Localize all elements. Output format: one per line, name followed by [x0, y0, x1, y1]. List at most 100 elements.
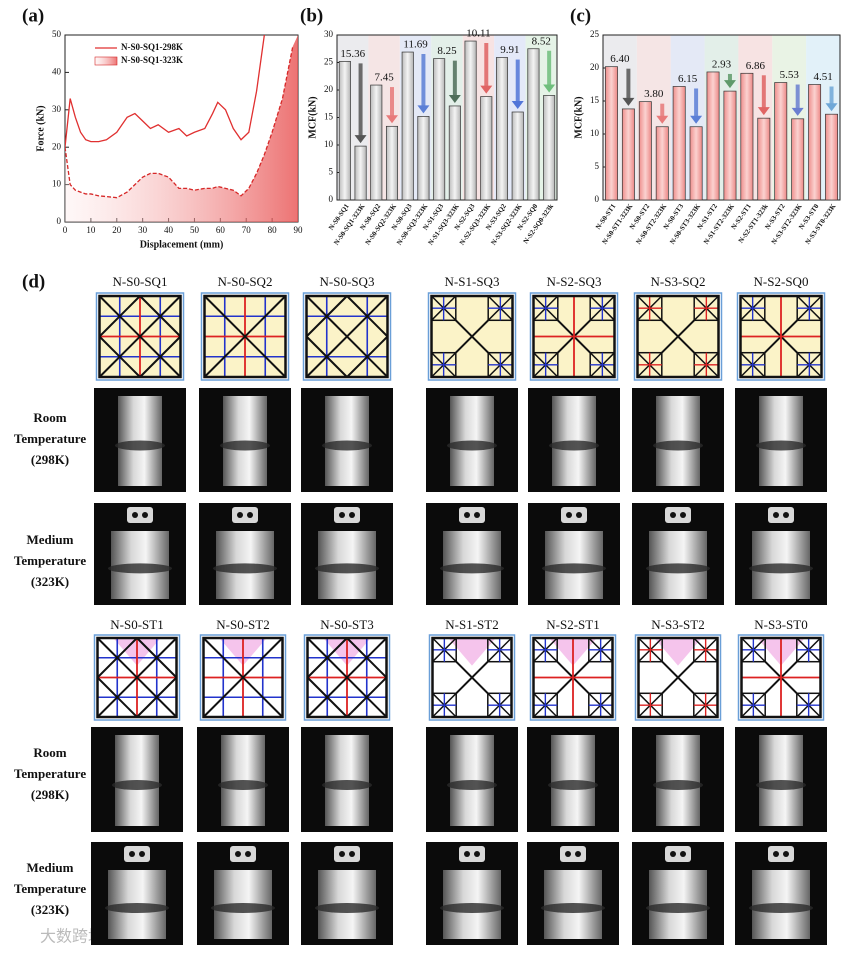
photo-hole: [566, 512, 572, 518]
drop-arrowhead: [417, 105, 430, 114]
photo-fold: [549, 440, 599, 451]
photo-clamp: [459, 846, 485, 862]
specimen-name: N-S3-ST2: [651, 617, 704, 632]
diagram-rib: [661, 660, 695, 695]
diagram-border: [305, 294, 389, 379]
diagram-highlight: [448, 638, 496, 666]
diagram-rib: [306, 637, 348, 679]
drop-arrowhead: [386, 115, 398, 124]
photo-fold: [218, 780, 268, 791]
bar: [757, 117, 771, 201]
y-tick-label: 30: [324, 29, 334, 39]
area-fill: [65, 35, 298, 222]
drop-arrowhead: [622, 97, 635, 106]
photo-hole: [139, 851, 145, 857]
photo-fold: [749, 563, 813, 574]
x-tick-label: 0: [63, 225, 68, 235]
bar: [791, 118, 805, 201]
photo-fold: [646, 563, 710, 574]
bar: [723, 90, 737, 201]
specimen-name: N-S2-SQ3: [547, 274, 602, 289]
photo-fold: [315, 902, 379, 913]
bar: [338, 61, 351, 201]
specimen-name: N-S0-ST1: [110, 617, 163, 632]
bar: [464, 40, 477, 201]
y-tick-label: 5: [595, 161, 600, 171]
diagram-border: [306, 636, 388, 719]
photo-clamp: [560, 846, 586, 862]
plot-frame: [602, 34, 841, 201]
drop-label: 8.25: [437, 45, 457, 57]
photo-clamp: [768, 507, 794, 523]
row-label: (323K): [31, 902, 69, 917]
row-label: Medium: [27, 532, 74, 547]
specimen-name: N-S3-SQ2: [651, 274, 706, 289]
drop-arrowhead: [791, 107, 804, 116]
y-tick-label: 20: [52, 141, 62, 151]
drop-label: 10.11: [466, 28, 490, 40]
bar: [495, 57, 509, 201]
x-tick-label: 20: [112, 225, 122, 235]
specimen-name: N-S0-ST3: [320, 617, 373, 632]
photo-hole: [129, 851, 135, 857]
drop-arrowhead: [757, 107, 770, 116]
photo-hole: [565, 851, 571, 857]
watermark: 大数跨境: [40, 927, 104, 946]
row-label: Temperature: [14, 881, 86, 896]
row-label: (323K): [31, 574, 69, 589]
drop-label: 11.69: [403, 39, 428, 51]
photo-fold: [756, 440, 806, 451]
photo-hole: [245, 851, 251, 857]
bar: [417, 116, 430, 201]
x-tick-label: 90: [294, 225, 304, 235]
bar: [370, 84, 383, 201]
photo-fold: [653, 780, 703, 791]
row-label: Medium: [27, 860, 74, 875]
photo-clamp: [230, 846, 256, 862]
specimen-name: N-S3-ST0: [754, 617, 807, 632]
photo-hole: [773, 512, 779, 518]
drop-label: 6.15: [678, 73, 698, 85]
photo-fold: [542, 563, 606, 574]
diagram-rib: [306, 676, 348, 718]
drop-label: 8.52: [532, 35, 551, 47]
y-tick-label: 10: [324, 139, 334, 149]
bar: [825, 113, 838, 201]
diagram-rib: [346, 335, 389, 378]
photo-clamp: [334, 846, 360, 862]
diagram-rib: [136, 676, 178, 718]
line-series: [65, 46, 294, 199]
photo-hole: [464, 851, 470, 857]
specimen-name: N-S0-SQ1: [113, 274, 168, 289]
diagram-rib: [661, 319, 695, 354]
bar: [655, 126, 669, 201]
diagram-border: [637, 636, 719, 719]
drop-arrowhead: [480, 85, 493, 94]
photo-hole: [576, 512, 582, 518]
photo-hole: [132, 512, 138, 518]
photo-fold: [447, 780, 497, 791]
y-tick-label: 15: [324, 112, 334, 122]
drop-label: 15.36: [340, 48, 365, 60]
photo-hole: [670, 851, 676, 857]
photo-hole: [783, 851, 789, 857]
y-tick-label: 20: [590, 62, 600, 72]
specimen-name: N-S0-ST2: [216, 617, 269, 632]
photo-fold: [115, 440, 165, 451]
y-tick-label: 40: [52, 66, 62, 76]
photo-hole: [680, 851, 686, 857]
photo-fold: [653, 440, 703, 451]
bar: [480, 96, 493, 201]
bar: [808, 84, 822, 201]
photo-clamp: [124, 846, 150, 862]
drop-label: 4.51: [813, 71, 832, 83]
diagram-border: [532, 636, 614, 719]
diagram-rib: [305, 335, 348, 378]
diagram-border: [636, 294, 720, 379]
photo-hole: [247, 512, 253, 518]
y-tick-label: 50: [52, 29, 62, 39]
photo-fold: [211, 902, 275, 913]
x-tick-label: 30: [138, 225, 148, 235]
diagram-rib: [455, 319, 489, 354]
photo-fold: [756, 780, 806, 791]
